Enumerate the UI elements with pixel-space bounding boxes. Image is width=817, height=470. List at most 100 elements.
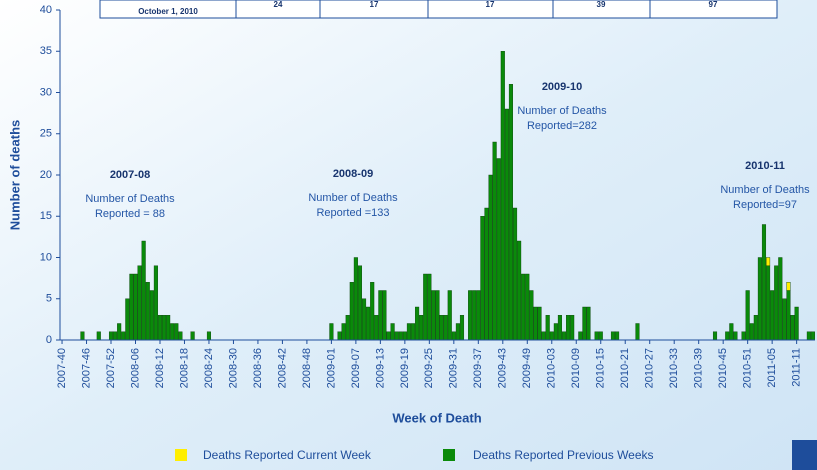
bar <box>594 331 599 341</box>
bar <box>806 331 811 341</box>
bar <box>329 323 334 341</box>
bar <box>635 323 640 341</box>
y-axis-title: Number of deaths <box>7 120 22 231</box>
x-tick-label: 2009-31 <box>448 348 460 388</box>
bar <box>447 290 452 341</box>
bar <box>610 331 616 341</box>
bar <box>615 331 620 341</box>
bar <box>386 331 391 341</box>
bar <box>513 207 518 341</box>
x-tick-label: 2010-39 <box>693 348 705 388</box>
annotation-text: Number of Deaths <box>85 193 175 205</box>
bar <box>472 290 477 341</box>
table-cell: 17 <box>370 0 379 9</box>
bar <box>137 265 142 341</box>
annotation-title: 2007-08 <box>110 169 150 181</box>
bar <box>423 273 428 341</box>
bar <box>390 323 395 341</box>
bar <box>113 331 118 341</box>
bar <box>725 331 730 341</box>
annotation-title: 2010-11 <box>745 160 785 172</box>
bar <box>598 331 603 341</box>
bar <box>410 323 416 341</box>
bar <box>757 257 762 341</box>
x-tick-label: 2011-05 <box>766 348 778 388</box>
bar <box>570 315 575 341</box>
x-tick-label: 2010-27 <box>644 348 656 388</box>
bar <box>525 273 530 341</box>
legend-swatch <box>175 449 187 461</box>
bar <box>435 290 440 341</box>
table-cell: 39 <box>597 0 606 9</box>
bar <box>476 290 481 341</box>
x-tick-label: 2008-18 <box>178 348 190 388</box>
x-tick-label: 2008-48 <box>301 348 313 388</box>
x-tick-label: 2007-52 <box>105 348 117 388</box>
bar <box>504 108 509 341</box>
x-tick-label: 2009-19 <box>399 348 411 388</box>
bar <box>496 158 501 341</box>
annotation-title: 2008-09 <box>333 168 373 180</box>
bar <box>582 306 587 341</box>
bar <box>549 331 554 341</box>
bar <box>749 323 754 341</box>
bar <box>500 51 505 341</box>
bar <box>774 265 779 341</box>
y-tick-label: 5 <box>46 293 52 305</box>
bar <box>521 273 526 341</box>
x-tick-label: 2011-11 <box>791 348 803 387</box>
bar <box>157 315 163 341</box>
bar <box>96 331 101 341</box>
table-cell: October 1, 2010 <box>138 7 198 16</box>
bar <box>419 315 424 341</box>
bar <box>149 290 154 341</box>
bar <box>451 331 456 341</box>
annotation-title: 2009-10 <box>542 81 582 93</box>
bar <box>206 331 211 341</box>
bar <box>349 282 354 341</box>
bar <box>541 331 546 341</box>
bar <box>129 273 134 341</box>
bar <box>794 306 799 341</box>
x-tick-label: 2009-01 <box>325 348 337 388</box>
bar <box>394 331 399 341</box>
x-tick-label: 2007-46 <box>80 348 92 388</box>
bar <box>766 265 771 341</box>
bar <box>427 273 432 341</box>
bar <box>545 315 550 341</box>
bar <box>508 84 514 341</box>
bar <box>533 306 538 341</box>
bar <box>121 331 126 341</box>
bar <box>125 298 130 341</box>
x-tick-label: 2010-51 <box>742 348 754 388</box>
bar <box>398 331 403 341</box>
bar <box>517 240 522 341</box>
bar <box>366 306 371 341</box>
bar <box>553 323 558 341</box>
x-tick-label: 2010-15 <box>595 348 607 388</box>
x-tick-label: 2010-33 <box>668 348 680 388</box>
annotation-text: Number of Deaths <box>308 192 398 204</box>
bar <box>345 315 350 341</box>
annotation-text: Reported = 88 <box>95 208 165 220</box>
bar <box>166 315 171 341</box>
bar <box>484 207 489 341</box>
annotation-text: Number of Deaths <box>517 105 607 117</box>
bar <box>443 315 448 341</box>
bar <box>190 331 195 341</box>
bar <box>586 306 591 341</box>
bar <box>162 315 167 341</box>
bar <box>431 290 436 341</box>
x-tick-label: 2010-09 <box>570 348 582 388</box>
x-tick-label: 2007-40 <box>56 348 68 388</box>
bar <box>786 282 791 291</box>
x-tick-label: 2009-13 <box>374 348 386 388</box>
y-tick-label: 40 <box>40 4 52 16</box>
table-cell: 24 <box>274 0 283 9</box>
bar <box>145 282 150 341</box>
bar <box>382 290 387 341</box>
bar <box>108 331 114 341</box>
bar <box>766 257 771 266</box>
annotation-text: Reported=97 <box>733 199 797 211</box>
